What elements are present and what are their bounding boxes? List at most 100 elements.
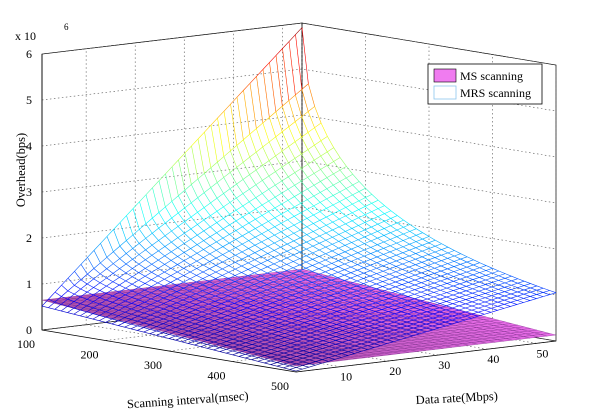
mrs-mesh-line: [358, 200, 366, 207]
mrs-mesh-line: [177, 237, 185, 244]
mrs-mesh-line: [331, 277, 338, 281]
mrs-mesh-line: [262, 69, 270, 118]
mrs-mesh-line: [369, 283, 377, 287]
mrs-mesh-line: [504, 287, 512, 290]
mrs-mesh-line: [402, 272, 409, 275]
mrs-mesh-line: [310, 313, 318, 317]
mrs-mesh-line: [305, 294, 312, 299]
mrs-mesh-line: [285, 313, 292, 317]
mrs-mesh-line: [422, 242, 429, 246]
mrs-mesh-line: [271, 335, 279, 339]
mrs-mesh-line: [326, 173, 334, 178]
mrs-mesh-line: [304, 302, 312, 306]
mrs-mesh-line: [297, 328, 305, 332]
mrs-mesh-line: [402, 249, 410, 253]
mrs-mesh-line: [177, 271, 184, 276]
mrs-mesh-line: [339, 157, 347, 167]
mrs-mesh-line: [387, 331, 394, 335]
mrs-mesh-line: [208, 295, 216, 300]
mrs-mesh-line: [394, 321, 401, 325]
z-tick-label: 1: [26, 277, 32, 291]
mrs-mesh-line: [345, 198, 353, 205]
mrs-mesh-line: [395, 266, 403, 270]
mrs-mesh-line: [433, 296, 441, 300]
mrs-mesh-line: [403, 237, 410, 241]
mrs-mesh-line: [349, 306, 357, 310]
mrs-mesh-line: [299, 258, 307, 263]
mrs-mesh-line: [267, 238, 275, 244]
mrs-mesh-line: [323, 326, 330, 329]
mrs-mesh-line: [407, 313, 414, 317]
mrs-mesh-line: [383, 251, 391, 255]
mrs-mesh-line: [195, 293, 203, 297]
mrs-mesh-line: [293, 247, 301, 253]
mrs-mesh-line: [338, 245, 346, 249]
mrs-mesh-line: [383, 257, 390, 261]
mrs-mesh-line: [184, 207, 192, 218]
mrs-mesh-line: [292, 297, 299, 301]
mrs-mesh-line: [223, 188, 231, 194]
mrs-mesh-line: [255, 219, 263, 226]
mrs-mesh-line: [415, 238, 423, 242]
mrs-mesh-line: [273, 278, 281, 283]
mrs-mesh-line: [383, 239, 391, 243]
mrs-mesh-line: [254, 236, 262, 243]
mrs-mesh-line: [376, 270, 384, 274]
mrs-mesh-line: [306, 234, 314, 240]
mrs-mesh-line: [131, 319, 138, 322]
mrs-mesh-line: [247, 292, 254, 296]
mrs-mesh-line: [203, 236, 211, 241]
mrs-mesh-line: [368, 331, 375, 335]
mrs-mesh-line: [230, 145, 238, 152]
mrs-mesh-line: [389, 278, 396, 283]
mrs-mesh-line: [200, 338, 208, 341]
mrs-mesh-line: [240, 310, 247, 313]
mrs-mesh-line: [278, 320, 286, 324]
mrs-mesh-line: [355, 315, 363, 319]
mrs-mesh-line: [158, 212, 166, 224]
mrs-mesh-line: [80, 273, 88, 280]
mrs-mesh-line: [203, 219, 211, 227]
mrs-mesh-line: [273, 273, 281, 277]
mrs-mesh-line: [293, 254, 300, 259]
mrs-mesh-line: [439, 303, 447, 306]
mrs-mesh-line: [290, 358, 297, 361]
mrs-mesh-line: [322, 348, 330, 351]
mrs-mesh-line: [245, 355, 252, 359]
mrs-mesh-line: [111, 318, 119, 322]
mrs-mesh-line: [313, 231, 320, 237]
mrs-mesh-line: [414, 274, 422, 279]
mrs-mesh-line: [271, 327, 279, 330]
mrs-mesh-line: [184, 202, 192, 209]
mrs-mesh-line: [176, 293, 184, 298]
mrs-mesh-line: [234, 305, 241, 309]
mrs-mesh-line: [542, 294, 550, 297]
mrs-mesh-line: [351, 220, 359, 226]
mrs-mesh-line: [301, 83, 309, 90]
mrs-mesh-line: [530, 294, 537, 297]
mrs-mesh-line: [345, 194, 353, 199]
mrs-mesh-line: [311, 304, 318, 308]
mrs-mesh-line: [156, 313, 164, 318]
mrs-mesh-line: [54, 291, 62, 297]
mrs-mesh-line: [458, 309, 466, 313]
mrs-mesh-line: [428, 254, 436, 258]
mrs-mesh-line: [229, 188, 237, 199]
mrs-mesh-line: [329, 338, 336, 341]
mrs-mesh-line: [197, 197, 205, 208]
mrs-mesh-line: [283, 361, 291, 365]
mrs-mesh-line: [342, 324, 350, 327]
mrs-mesh-line: [335, 355, 342, 358]
mrs-mesh-line: [289, 367, 297, 370]
mrs-mesh-line: [349, 300, 357, 303]
mrs-mesh-line: [491, 293, 499, 297]
mrs-mesh-line: [298, 311, 305, 315]
mrs-mesh-line: [210, 187, 218, 199]
mrs-mesh-line: [273, 269, 281, 274]
mrs-mesh-line: [118, 287, 126, 293]
mrs-mesh-line: [358, 229, 365, 234]
mrs-mesh-line: [226, 334, 234, 338]
mrs-mesh-line: [460, 256, 468, 260]
mrs-mesh-line: [251, 359, 258, 362]
mrs-mesh-line: [286, 261, 294, 265]
